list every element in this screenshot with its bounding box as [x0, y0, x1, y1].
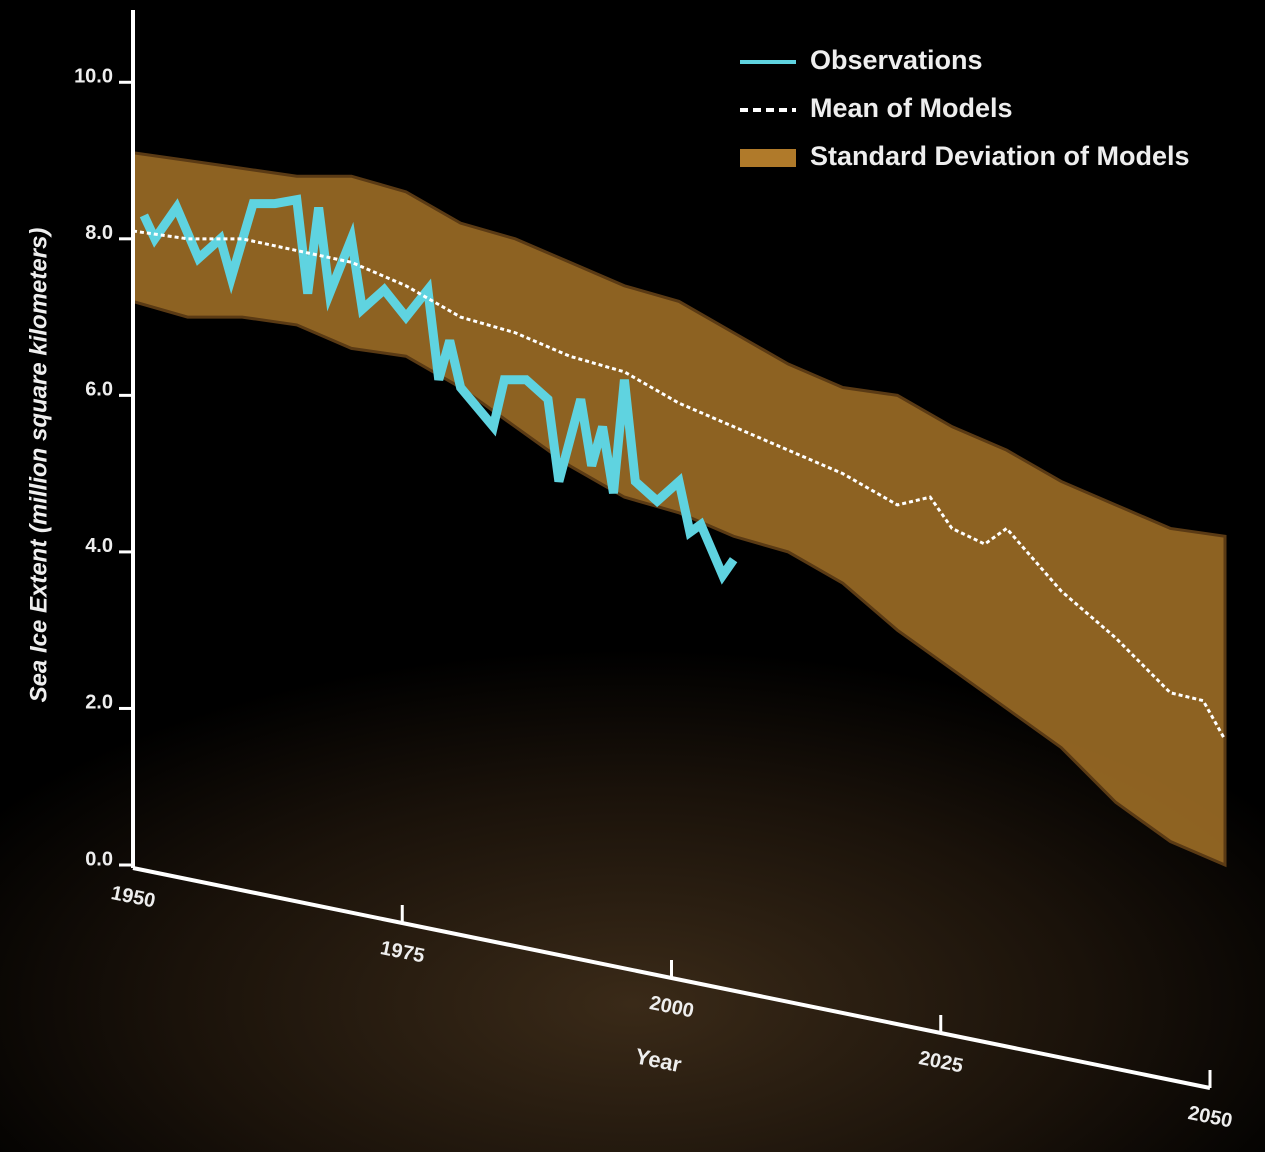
- legend-swatch: [740, 149, 796, 167]
- y-tick-label: 10.0: [74, 66, 113, 88]
- legend-label: Observations: [810, 45, 983, 75]
- legend-label: Mean of Models: [810, 93, 1013, 123]
- y-tick-label: 4.0: [85, 535, 113, 557]
- y-axis-label: Sea Ice Extent (million square kilometer…: [25, 228, 52, 703]
- legend-label: Standard Deviation of Models: [810, 141, 1190, 171]
- y-tick-label: 8.0: [85, 222, 113, 244]
- chart: Sea Ice Extent (million square kilometer…: [0, 0, 1265, 1152]
- y-tick-label: 6.0: [85, 379, 113, 401]
- y-tick-label: 0.0: [85, 848, 113, 870]
- y-tick-label: 2.0: [85, 692, 113, 714]
